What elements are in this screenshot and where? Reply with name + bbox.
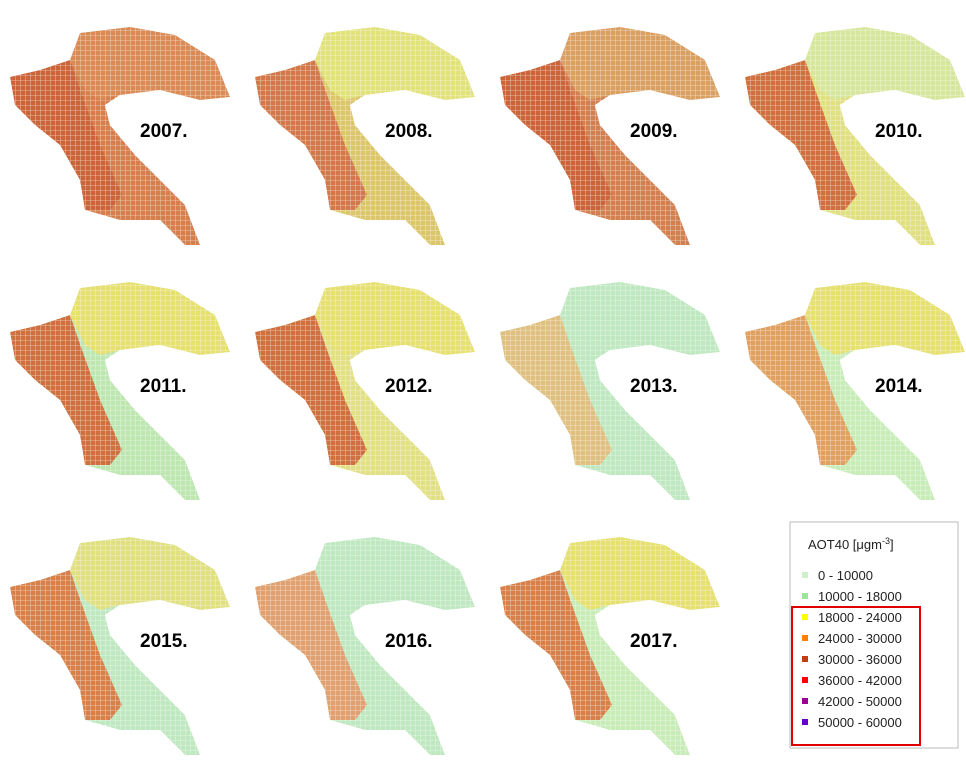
legend-swatch bbox=[802, 719, 808, 725]
year-label: 2016. bbox=[385, 631, 433, 652]
grid-texture bbox=[255, 282, 475, 500]
legend-swatch bbox=[802, 635, 808, 641]
legend-swatch bbox=[802, 656, 808, 662]
year-label: 2008. bbox=[385, 121, 433, 142]
grid-texture bbox=[745, 282, 965, 500]
legend: AOT40 [μgm-3] 0 - 10000 10000 - 18000 1800… bbox=[789, 521, 959, 749]
legend-label: 30000 - 36000 bbox=[818, 652, 902, 667]
map-shape bbox=[500, 537, 720, 755]
legend-swatch bbox=[802, 593, 808, 599]
year-label: 2017. bbox=[630, 631, 678, 652]
legend-label: 10000 - 18000 bbox=[818, 589, 902, 604]
year-label: 2012. bbox=[385, 376, 433, 397]
legend-swatch bbox=[802, 698, 808, 704]
legend-label: 18000 - 24000 bbox=[818, 610, 902, 625]
map-panel: 2014. bbox=[745, 282, 965, 500]
highlight-box bbox=[791, 606, 921, 746]
legend-label: 50000 - 60000 bbox=[818, 715, 902, 730]
grid-texture bbox=[255, 27, 475, 245]
grid-texture bbox=[500, 537, 720, 755]
grid-texture bbox=[500, 27, 720, 245]
year-label: 2007. bbox=[140, 121, 188, 142]
map-shape bbox=[255, 537, 475, 755]
year-label: 2011. bbox=[140, 376, 187, 397]
grid-texture bbox=[10, 27, 230, 245]
legend-label: 36000 - 42000 bbox=[818, 673, 902, 688]
grid-texture bbox=[255, 537, 475, 755]
grid-texture bbox=[745, 27, 965, 245]
map-panel: 2013. bbox=[500, 282, 720, 500]
map-panel: 2008. bbox=[255, 27, 475, 245]
map-shape bbox=[745, 27, 965, 245]
legend-swatch bbox=[802, 572, 808, 578]
legend-title: AOT40 [μgm-3] bbox=[808, 536, 894, 552]
map-panel: 2012. bbox=[255, 282, 475, 500]
map-shape bbox=[10, 27, 230, 245]
map-shape bbox=[500, 27, 720, 245]
map-shape bbox=[745, 282, 965, 500]
legend-box bbox=[789, 521, 959, 749]
map-shape bbox=[255, 282, 475, 500]
map-shape bbox=[500, 282, 720, 500]
year-label: 2014. bbox=[875, 376, 923, 397]
map-shape bbox=[10, 537, 230, 755]
grid-texture bbox=[500, 282, 720, 500]
legend-swatch bbox=[802, 677, 808, 683]
legend-label: 24000 - 30000 bbox=[818, 631, 902, 646]
map-shape bbox=[255, 27, 475, 245]
legend-swatch bbox=[802, 614, 808, 620]
legend-label: 42000 - 50000 bbox=[818, 694, 902, 709]
year-label: 2015. bbox=[140, 631, 188, 652]
legend-label: 0 - 10000 bbox=[818, 568, 873, 583]
map-panel: 2015. bbox=[10, 537, 230, 755]
grid-texture bbox=[10, 282, 230, 500]
map-panel: 2010. bbox=[745, 27, 965, 245]
map-shape bbox=[10, 282, 230, 500]
grid-texture bbox=[10, 537, 230, 755]
year-label: 2013. bbox=[630, 376, 678, 397]
year-label: 2010. bbox=[875, 121, 923, 142]
map-panel: 2016. bbox=[255, 537, 475, 755]
year-label: 2009. bbox=[630, 121, 678, 142]
map-panel: 2011. bbox=[10, 282, 230, 500]
map-panel: 2017. bbox=[500, 537, 720, 755]
map-panel: 2009. bbox=[500, 27, 720, 245]
map-panel: 2007. bbox=[10, 27, 230, 245]
